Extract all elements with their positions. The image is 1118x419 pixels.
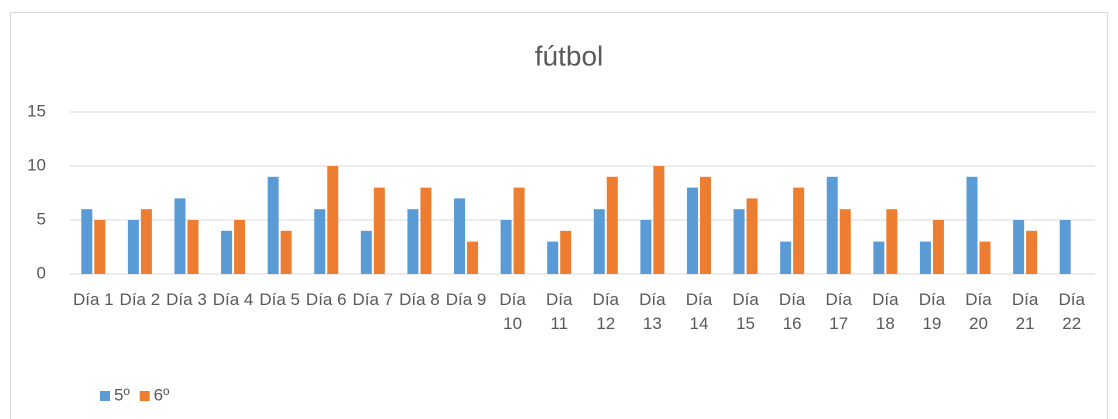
bar (314, 209, 326, 274)
x-tick-label: Día 5 (259, 290, 300, 309)
bar (839, 209, 851, 274)
x-tick-label: Día 1 (72, 290, 114, 309)
bar (407, 209, 419, 274)
bar (780, 241, 792, 274)
bar (873, 241, 885, 274)
bar (979, 241, 991, 274)
bar (187, 220, 199, 274)
bar (467, 241, 479, 274)
bar (640, 220, 652, 274)
bar (686, 187, 698, 274)
bar (513, 187, 525, 274)
x-tick-label: Día 7 (352, 290, 394, 309)
bar (454, 198, 466, 274)
x-tick-label: Día 20 (965, 290, 992, 333)
x-tick-label: Día 12 (592, 290, 620, 333)
bar (932, 220, 944, 274)
bar (360, 230, 372, 274)
bar (919, 241, 931, 274)
bar (500, 220, 512, 274)
chart-title: fútbol (535, 40, 604, 71)
x-tick-label: Día 10 (499, 290, 526, 333)
x-tick-label: Día 13 (639, 290, 666, 333)
legend-swatch (139, 391, 150, 401)
legend-swatch (100, 391, 110, 401)
x-tick-label: Día 21 (1011, 290, 1039, 333)
bar (746, 198, 758, 274)
bar (140, 209, 152, 274)
legend-label: 6º (154, 385, 170, 404)
bar (560, 230, 572, 274)
y-tick-label: 0 (37, 263, 46, 282)
bar (1059, 220, 1071, 274)
bar (174, 198, 186, 274)
x-tick-label: Día 16 (778, 290, 806, 333)
x-tick-label: Día 22 (1058, 290, 1085, 333)
x-tick-label: Día 18 (872, 290, 899, 333)
bar (1013, 220, 1025, 274)
bar (966, 176, 978, 274)
bar (593, 209, 605, 274)
x-tick-label: Día 2 (119, 290, 161, 309)
x-tick-label: Día 14 (685, 290, 713, 333)
x-tick-label: Día 4 (212, 290, 254, 309)
bar (94, 220, 106, 274)
legend-label: 5º (114, 385, 130, 404)
bar (327, 166, 339, 274)
bar (606, 176, 618, 274)
bar (267, 176, 279, 274)
x-tick-label: Día 8 (399, 290, 440, 309)
bar (699, 176, 711, 274)
bar (221, 230, 233, 274)
bar (234, 220, 246, 274)
chart-border (10, 12, 1108, 419)
x-tick-label: Día 15 (732, 290, 759, 333)
bar (280, 230, 292, 274)
bar (826, 176, 838, 274)
y-tick-label: 5 (37, 209, 46, 228)
x-tick-label: Día 6 (305, 290, 347, 309)
x-tick-label: Día 3 (166, 290, 207, 309)
bar (1026, 230, 1038, 274)
x-tick-label: Día 19 (918, 290, 946, 333)
bar (81, 209, 93, 274)
y-tick-label: 15 (27, 101, 46, 120)
bar (420, 187, 432, 274)
bar (547, 241, 559, 274)
x-tick-label: Día 11 (545, 290, 573, 333)
bar (127, 220, 139, 274)
bar (793, 187, 805, 274)
bar (653, 166, 665, 274)
x-tick-label: Día 17 (825, 290, 852, 333)
x-tick-label: Día 9 (445, 290, 487, 309)
bar (733, 209, 745, 274)
y-tick-label: 10 (27, 155, 46, 174)
bar (886, 209, 898, 274)
bar (373, 187, 385, 274)
